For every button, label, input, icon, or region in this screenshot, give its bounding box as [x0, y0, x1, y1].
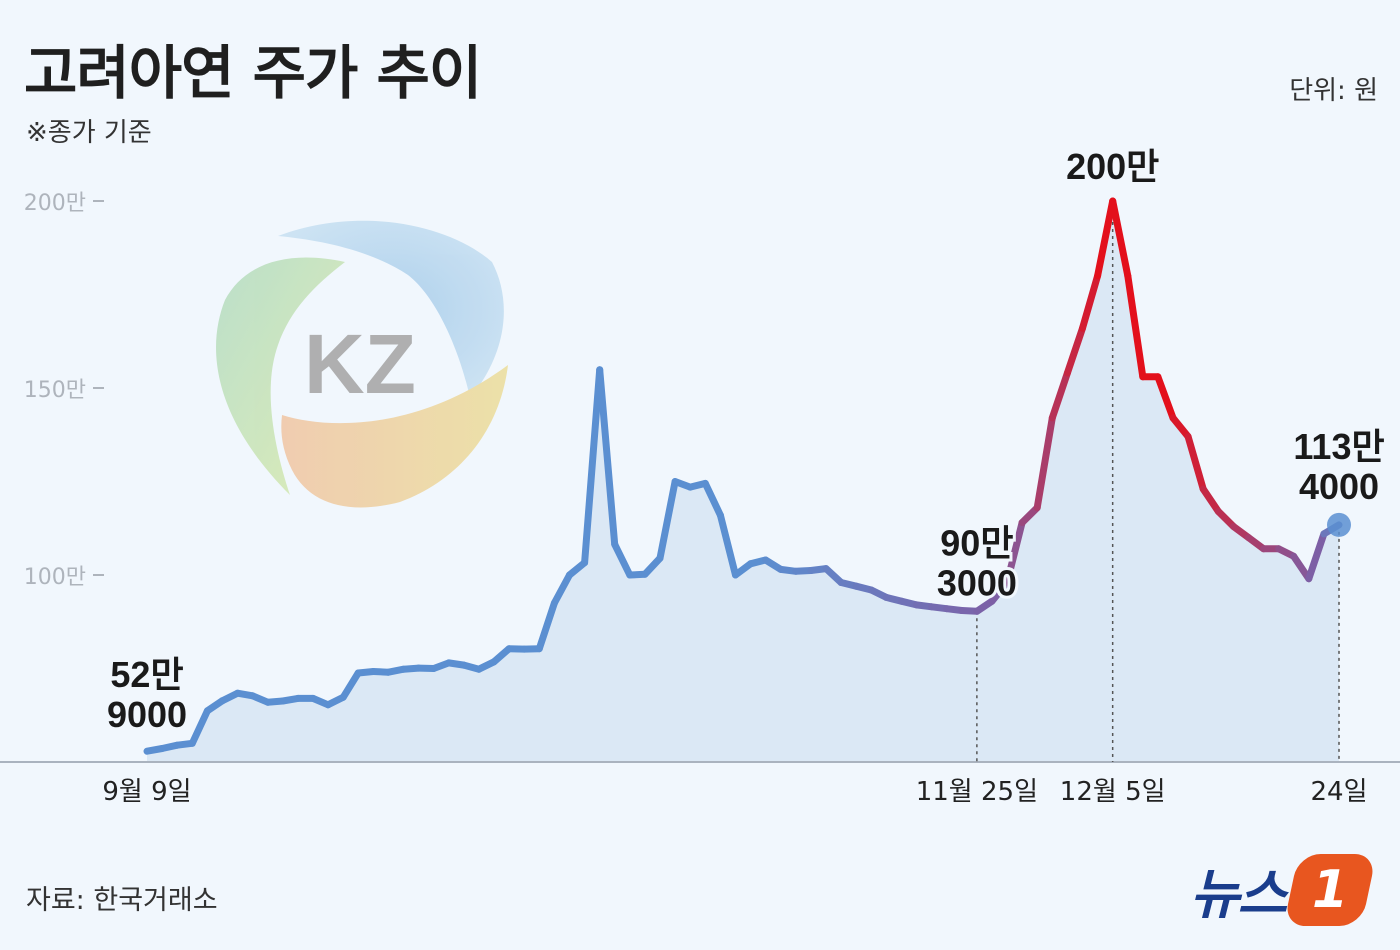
price-line-segment	[339, 669, 362, 701]
price-line-segment	[1199, 485, 1222, 515]
page-title: 고려아연 주가 추이	[24, 39, 482, 107]
kz-logo: KZ	[216, 220, 508, 508]
price-line-segment	[1109, 197, 1132, 280]
price-line-segment	[188, 707, 211, 747]
price-line-segment	[1094, 197, 1117, 280]
data-annotation: 113만	[1293, 426, 1384, 467]
price-line-segment	[1154, 373, 1177, 422]
data-annotation: 200만	[1066, 146, 1159, 187]
price-line-segment	[988, 579, 1011, 605]
price-line-segment	[535, 599, 558, 653]
logo-swirl-yellow	[281, 365, 508, 508]
y-tick-label: 150만	[24, 378, 86, 403]
brand-badge: 1	[1283, 853, 1378, 926]
price-line-segment	[1003, 519, 1026, 586]
source-credit: 자료: 한국거래소	[26, 885, 218, 916]
price-line-segment	[656, 478, 679, 562]
logo-swirl-green	[216, 257, 345, 495]
y-tick-label: 200만	[24, 191, 86, 216]
price-line-segment	[611, 540, 634, 579]
price-line-segment	[581, 366, 604, 567]
price-line-segment	[1184, 433, 1207, 493]
price-line-segment	[1214, 507, 1237, 530]
x-tick-label: 9월 9일	[102, 777, 191, 807]
logo-swirl-blue	[278, 220, 504, 398]
x-tick-label: 12월 5일	[1060, 777, 1166, 807]
price-line-segment	[641, 554, 664, 578]
x-tick-label: 11월 25일	[916, 777, 1038, 807]
price-line-segment	[716, 511, 739, 579]
data-annotation: 3000	[937, 562, 1017, 603]
subtitle-note: ※종가 기준	[26, 118, 152, 148]
price-line-segment	[1169, 414, 1192, 441]
price-line-segment	[1290, 552, 1313, 583]
price-line-segment	[701, 479, 724, 519]
price-line-segment	[1063, 324, 1086, 377]
data-annotation: 4000	[1299, 466, 1379, 507]
news1-logo: 뉴스 1	[1190, 850, 1378, 929]
price-line-segment	[596, 366, 619, 548]
price-line-segment	[1018, 504, 1041, 527]
brand-badge-number: 1	[1312, 859, 1349, 920]
price-line-segment	[1305, 530, 1328, 583]
logo-text: KZ	[304, 317, 416, 411]
price-line-segment	[1048, 369, 1071, 422]
x-tick-label: 24일	[1310, 777, 1367, 807]
brand-text: 뉴스	[1190, 863, 1287, 926]
last-price-point	[1327, 512, 1351, 537]
price-line-segment	[1033, 414, 1056, 512]
price-line-segment	[1124, 272, 1147, 381]
data-annotation: 90만	[940, 522, 1013, 563]
data-annotation: 9000	[107, 694, 187, 735]
unit-label: 단위: 원	[1289, 76, 1378, 106]
price-area	[147, 201, 1339, 762]
y-tick-label: 100만	[24, 565, 86, 590]
price-line-segment	[1079, 272, 1102, 332]
data-annotation: 52만	[110, 654, 183, 695]
price-line-segment	[550, 571, 573, 607]
